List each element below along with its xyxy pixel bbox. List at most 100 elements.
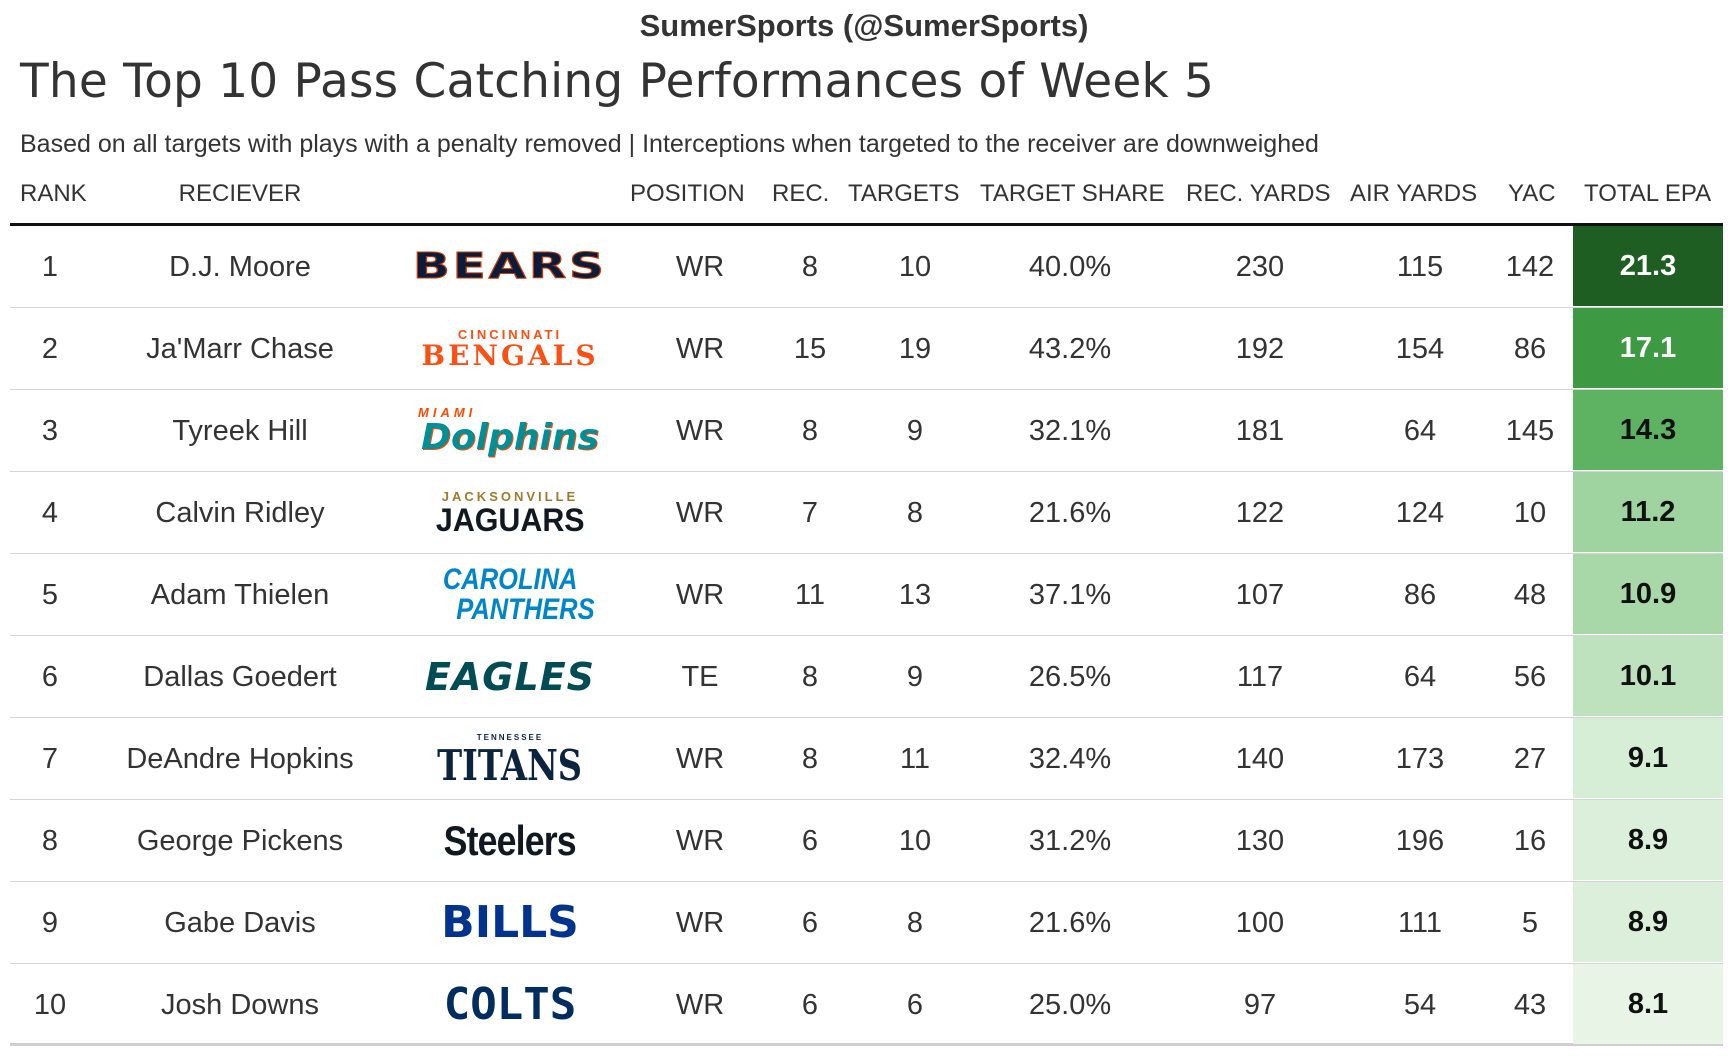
receiver-cell: Josh Downs bbox=[161, 989, 319, 1021]
target-share-cell: 21.6% bbox=[1028, 907, 1112, 939]
rank-cell: 7 bbox=[41, 743, 59, 775]
receiver-cell: DeAndre Hopkins bbox=[126, 743, 354, 775]
team-logo-wordmark: Dolphins bbox=[421, 417, 599, 458]
rec-yards-cell: 130 bbox=[1235, 825, 1285, 857]
receiver-cell: Calvin Ridley bbox=[155, 497, 325, 529]
rec-yards-cell: 107 bbox=[1235, 579, 1285, 611]
yac-cell: 10 bbox=[1513, 497, 1547, 529]
yac-cell: 27 bbox=[1513, 743, 1547, 775]
targets-cell: 9 bbox=[906, 415, 924, 447]
position-cell: WR bbox=[675, 497, 725, 529]
yac-cell: 5 bbox=[1521, 907, 1539, 939]
position-cell: WR bbox=[675, 743, 725, 775]
position-cell: WR bbox=[675, 333, 725, 365]
table-row: 9 Gabe Davis WR 6 8 21.6% 100 111 5 BILLS 8.9 bbox=[10, 882, 1723, 964]
target-share-cell: 31.2% bbox=[1028, 825, 1112, 857]
position-cell: TE bbox=[681, 661, 719, 693]
col-header-position: POSITION bbox=[630, 180, 745, 207]
air-yards-cell: 173 bbox=[1395, 743, 1445, 775]
receiver-cell: Adam Thielen bbox=[150, 579, 330, 611]
air-yards-cell: 54 bbox=[1403, 989, 1437, 1021]
air-yards-cell: 64 bbox=[1403, 661, 1437, 693]
receiver-cell: Tyreek Hill bbox=[172, 415, 308, 447]
rec-cell: 6 bbox=[801, 907, 819, 939]
col-header-targets: TARGETS bbox=[848, 180, 960, 207]
team-logo-city: TENNESSEE bbox=[476, 733, 544, 742]
table-row: 2 Ja'Marr Chase WR 15 19 43.2% 192 154 86 CINCINN… bbox=[10, 308, 1723, 390]
yac-cell: 16 bbox=[1513, 825, 1547, 857]
yac-cell: 86 bbox=[1513, 333, 1547, 365]
rec-cell: 8 bbox=[801, 251, 819, 283]
team-logo: CAROLINA PANTHERS bbox=[390, 554, 630, 636]
col-header-rec-yards: REC. YARDS bbox=[1186, 180, 1331, 207]
table-row: 10 Josh Downs WR 6 6 25.0% 97 54 43 COLTS 8.1 bbox=[10, 964, 1723, 1046]
team-logo-wordmark: Steelers bbox=[443, 817, 577, 864]
targets-cell: 19 bbox=[898, 333, 932, 365]
rec-cell: 6 bbox=[801, 989, 819, 1021]
table-row: 4 Calvin Ridley WR 7 8 21.6% 122 124 10 JACKSONVI… bbox=[10, 472, 1723, 554]
team-logo-wordmark: TITANS bbox=[437, 741, 583, 790]
target-share-cell: 32.4% bbox=[1028, 743, 1112, 775]
table-row: 3 Tyreek Hill WR 8 9 32.1% 181 64 145 MIAMI Dolphi… bbox=[10, 390, 1723, 472]
rank-cell: 5 bbox=[41, 579, 59, 611]
yac-cell: 142 bbox=[1505, 251, 1555, 283]
rec-cell: 8 bbox=[801, 661, 819, 693]
rank-cell: 1 bbox=[41, 251, 59, 283]
team-logo-city: JACKSONVILLE bbox=[441, 489, 579, 504]
team-logo-city: CINCINNATI bbox=[457, 327, 563, 342]
air-yards-cell: 124 bbox=[1395, 497, 1445, 529]
table-body: 1 D.J. Moore WR 8 10 40.0% 230 115 142 BEARS 21.3 2… bbox=[10, 226, 1723, 1046]
rec-cell: 15 bbox=[793, 333, 827, 365]
receiver-cell: Ja'Marr Chase bbox=[146, 333, 334, 365]
col-header-air-yards: AIR YARDS bbox=[1350, 180, 1478, 207]
team-logo-wordmark: BEARS bbox=[412, 246, 607, 287]
team-logo: MIAMI Dolphins bbox=[390, 390, 630, 472]
target-share-cell: 32.1% bbox=[1028, 415, 1112, 447]
total-epa-cell: 10.1 bbox=[1573, 636, 1723, 716]
rank-cell: 9 bbox=[41, 907, 59, 939]
col-header-target-share: TARGET SHARE bbox=[980, 180, 1165, 207]
team-logo-wordmark: EAGLES bbox=[424, 655, 596, 699]
team-logo: JACKSONVILLE JAGUARS bbox=[390, 472, 630, 554]
team-logo: BILLS bbox=[390, 882, 630, 964]
col-header-rec: REC. bbox=[772, 180, 830, 207]
table-row: 5 Adam Thielen WR 11 13 37.1% 107 86 48 CAROLINA P… bbox=[10, 554, 1723, 636]
team-logo: COLTS bbox=[390, 964, 630, 1046]
target-share-cell: 21.6% bbox=[1028, 497, 1112, 529]
col-header-yac: YAC bbox=[1508, 180, 1556, 207]
total-epa-cell: 11.2 bbox=[1573, 472, 1723, 552]
air-yards-cell: 64 bbox=[1403, 415, 1437, 447]
rank-cell: 2 bbox=[41, 333, 59, 365]
air-yards-cell: 115 bbox=[1396, 251, 1444, 283]
rec-yards-cell: 100 bbox=[1235, 907, 1285, 939]
rank-cell: 8 bbox=[41, 825, 59, 857]
rec-yards-cell: 181 bbox=[1235, 415, 1285, 447]
header-rule bbox=[10, 223, 1723, 226]
receiver-cell: Dallas Goedert bbox=[143, 661, 337, 693]
rec-cell: 8 bbox=[801, 415, 819, 447]
team-logo: TENNESSEE TITANS bbox=[390, 718, 630, 800]
rec-yards-cell: 117 bbox=[1236, 661, 1284, 693]
brand-credit: SumerSports (@SumerSports) bbox=[639, 8, 1089, 43]
receiver-cell: George Pickens bbox=[136, 825, 344, 857]
team-logo: EAGLES bbox=[390, 636, 630, 718]
targets-cell: 13 bbox=[898, 579, 932, 611]
air-yards-cell: 196 bbox=[1395, 825, 1445, 857]
table-row: 7 DeAndre Hopkins WR 8 11 32.4% 140 173 27 TENNES… bbox=[10, 718, 1723, 800]
total-epa-cell: 10.9 bbox=[1573, 554, 1723, 634]
air-yards-cell: 86 bbox=[1403, 579, 1437, 611]
total-epa-cell: 8.9 bbox=[1573, 800, 1723, 880]
table-header: RANK RECIEVER POSITION REC. TARGETS TARG… bbox=[0, 180, 1728, 220]
team-logo: Steelers bbox=[390, 800, 630, 882]
targets-cell: 8 bbox=[906, 907, 924, 939]
rec-cell: 11 bbox=[794, 579, 826, 611]
targets-cell: 10 bbox=[898, 825, 932, 857]
air-yards-cell: 154 bbox=[1395, 333, 1445, 365]
targets-cell: 10 bbox=[898, 251, 932, 283]
position-cell: WR bbox=[675, 415, 725, 447]
team-logo-wordmark: CAROLINA bbox=[442, 563, 578, 596]
rec-cell: 8 bbox=[801, 743, 819, 775]
table-row: 8 George Pickens WR 6 10 31.2% 130 196 16 Steeler… bbox=[10, 800, 1723, 882]
rank-cell: 6 bbox=[41, 661, 59, 693]
